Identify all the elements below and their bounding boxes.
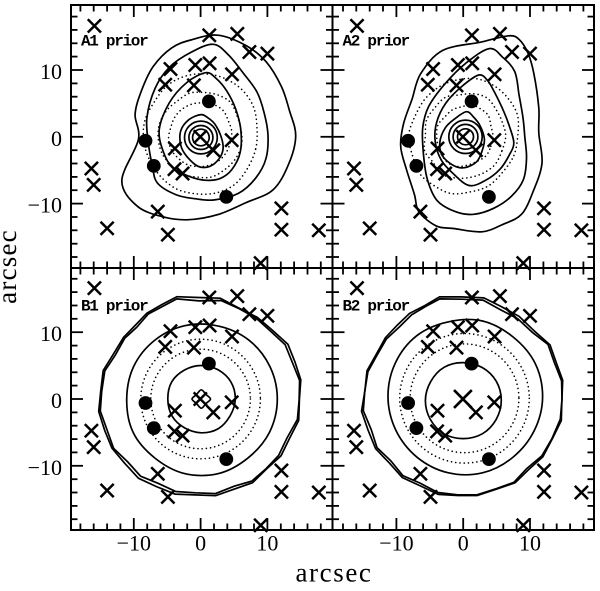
- svg-text:B2 prior: B2 prior: [343, 298, 410, 316]
- svg-text:10: 10: [40, 59, 62, 84]
- svg-text:B1 prior: B1 prior: [81, 298, 148, 316]
- svg-text:0: 0: [51, 388, 62, 413]
- svg-text:−10: −10: [117, 531, 151, 556]
- svg-text:0: 0: [458, 531, 469, 556]
- svg-text:−10: −10: [28, 455, 62, 480]
- svg-text:0: 0: [195, 531, 206, 556]
- svg-text:arcsec: arcsec: [0, 229, 22, 304]
- svg-text:A2 prior: A2 prior: [343, 33, 410, 51]
- svg-text:10: 10: [519, 531, 541, 556]
- svg-text:arcsec: arcsec: [295, 558, 372, 587]
- svg-text:−10: −10: [28, 193, 62, 218]
- svg-text:10: 10: [40, 321, 62, 346]
- svg-text:A1 prior: A1 prior: [81, 33, 148, 51]
- svg-text:−10: −10: [379, 531, 413, 556]
- svg-text:10: 10: [256, 531, 278, 556]
- svg-text:0: 0: [51, 126, 62, 151]
